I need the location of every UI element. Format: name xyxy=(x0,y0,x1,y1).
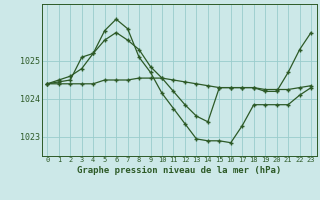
X-axis label: Graphe pression niveau de la mer (hPa): Graphe pression niveau de la mer (hPa) xyxy=(77,166,281,175)
